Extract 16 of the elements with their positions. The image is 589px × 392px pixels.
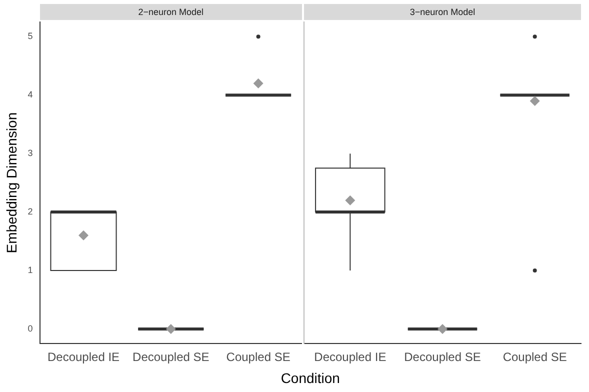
y-tick-label: 3 — [28, 148, 33, 158]
x-tick-label: Decoupled IE — [314, 350, 386, 364]
x-tick-label: Decoupled IE — [47, 350, 120, 364]
x-tick-label: Coupled SE — [502, 350, 567, 364]
y-tick-label: 0 — [28, 323, 33, 334]
chart-title: 3−neuron Model — [304, 4, 581, 20]
x-tick-label: Decoupled SE — [404, 350, 481, 364]
x-tick-label: Decoupled SE — [132, 350, 210, 364]
y-tick-label: 5 — [28, 31, 33, 42]
chart-title: 2−neuron Model — [40, 4, 302, 20]
x-tick-label: Coupled SE — [226, 350, 290, 364]
y-tick-label: 2 — [28, 206, 33, 217]
y-axis-title: Embedding Dimension — [3, 112, 20, 254]
x-axis-title: Condition — [280, 370, 341, 386]
y-tick-label: 4 — [28, 90, 33, 100]
y-tick-label: 1 — [28, 264, 33, 275]
